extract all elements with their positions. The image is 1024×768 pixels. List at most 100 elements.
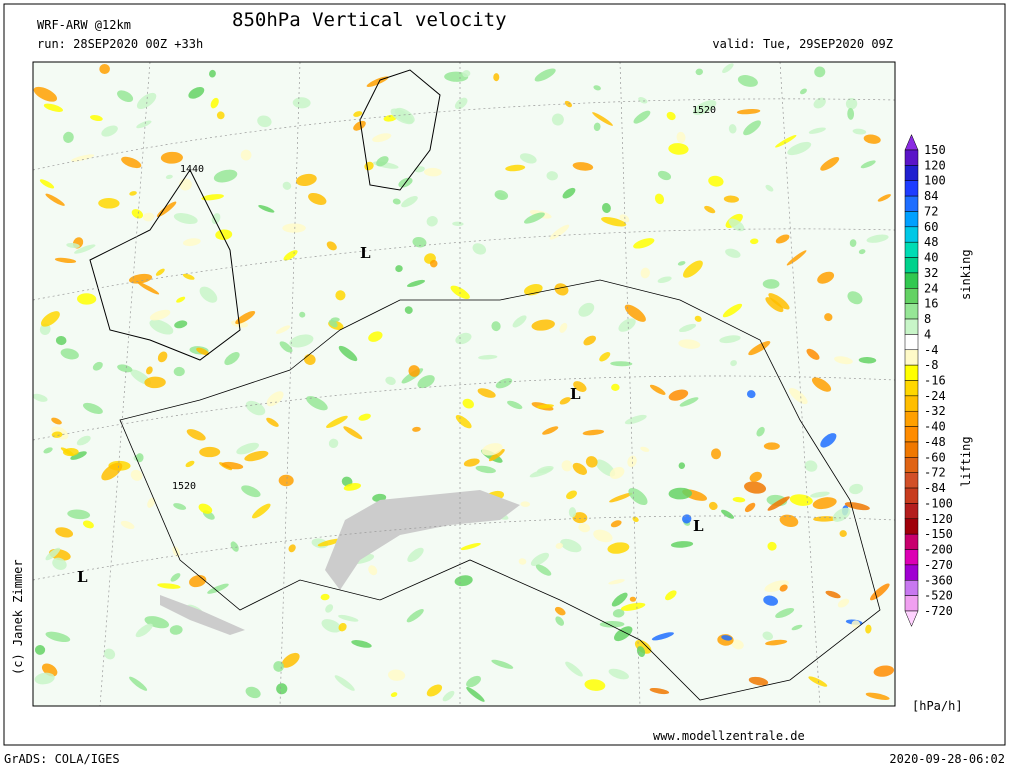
field-cell xyxy=(592,112,613,126)
field-cell xyxy=(806,348,820,360)
field-cell xyxy=(767,541,777,551)
field-cell xyxy=(157,351,168,363)
field-cell xyxy=(618,318,636,332)
legend-swatch xyxy=(904,334,919,351)
field-cell xyxy=(351,640,372,648)
field-cell xyxy=(765,184,774,192)
legend-label: -520 xyxy=(924,589,953,603)
field-cell xyxy=(62,448,79,457)
legend-label: 16 xyxy=(924,297,938,311)
field-cell xyxy=(873,665,895,677)
legend-swatch xyxy=(904,303,919,320)
field-cell xyxy=(257,115,272,128)
field-cell xyxy=(426,684,443,697)
low-label: L xyxy=(693,517,704,535)
field-cell xyxy=(804,460,818,472)
legend: 150120100847260484032241684-4-8-16-24-32… xyxy=(904,133,953,628)
field-cell xyxy=(196,347,210,356)
field-cell xyxy=(607,542,630,554)
field-cell xyxy=(493,73,500,82)
legend-label: -16 xyxy=(924,374,946,388)
field-cell xyxy=(292,97,311,109)
field-cell xyxy=(562,187,576,199)
field-cell xyxy=(423,167,442,177)
field-cell xyxy=(585,456,598,468)
field-cell xyxy=(275,325,291,334)
field-cell xyxy=(764,580,789,592)
field-cell xyxy=(117,364,133,373)
legend-swatch xyxy=(904,503,919,520)
legend-label: -40 xyxy=(924,420,946,434)
field-cell xyxy=(612,609,625,618)
legend-label: 100 xyxy=(924,174,946,188)
field-cell xyxy=(529,467,553,478)
field-cell xyxy=(523,212,545,224)
field-cell xyxy=(173,503,187,510)
field-cell xyxy=(640,446,650,452)
field-cell xyxy=(358,413,371,421)
field-cell xyxy=(810,491,830,498)
field-cell xyxy=(779,514,799,528)
field-cell xyxy=(633,238,655,249)
field-cell xyxy=(638,97,648,104)
field-cell xyxy=(670,541,694,548)
field-cell xyxy=(66,242,80,249)
field-cell xyxy=(55,527,74,538)
credit: (c) Janek Zimmer xyxy=(11,559,25,675)
field-cell xyxy=(417,375,435,389)
field-cell xyxy=(839,530,847,538)
field-cell xyxy=(665,590,677,601)
low-label: L xyxy=(570,385,581,403)
field-cell xyxy=(682,260,703,278)
field-cell xyxy=(640,267,650,279)
legend-label: 120 xyxy=(924,158,946,172)
field-cell xyxy=(554,606,566,616)
field-cell xyxy=(462,398,475,409)
field-cell xyxy=(43,103,63,112)
field-cell xyxy=(211,213,221,224)
legend-label: 72 xyxy=(924,204,938,218)
sinking-label: sinking xyxy=(959,249,973,300)
legend-label: -24 xyxy=(924,389,946,403)
field-cell xyxy=(241,485,261,498)
legend-label: -72 xyxy=(924,466,946,480)
timestamp: 2020-09-28-06:02 xyxy=(889,752,1005,766)
field-cell xyxy=(129,676,148,691)
field-cell xyxy=(762,279,780,289)
legend-swatch xyxy=(904,226,919,243)
field-cell xyxy=(609,466,625,479)
field-cell xyxy=(173,213,198,225)
field-cell xyxy=(611,592,628,607)
field-cell xyxy=(750,238,759,245)
field-cell xyxy=(732,497,746,503)
field-cell xyxy=(601,216,627,227)
field-cell xyxy=(74,244,96,254)
field-cell xyxy=(494,190,509,201)
field-cell xyxy=(54,257,77,264)
field-cell xyxy=(90,115,103,122)
field-cell xyxy=(744,481,767,494)
field-cell xyxy=(142,212,155,222)
field-cell xyxy=(353,120,366,131)
field-cell xyxy=(593,529,613,543)
field-cell xyxy=(392,198,401,205)
field-cell xyxy=(390,108,414,125)
field-cell xyxy=(408,365,420,377)
field-cell xyxy=(182,238,201,247)
legend-label: 32 xyxy=(924,266,938,280)
field-cell xyxy=(601,202,611,213)
field-cell xyxy=(866,234,889,243)
field-cell xyxy=(160,151,183,164)
field-cell xyxy=(157,583,181,589)
field-cell xyxy=(765,297,784,313)
lifting-label: lifting xyxy=(959,436,973,487)
field-cell xyxy=(728,124,737,134)
field-cell xyxy=(865,692,890,700)
field-cell xyxy=(407,547,424,563)
legend-label: -60 xyxy=(924,450,946,464)
field-cell xyxy=(338,622,347,632)
legend-swatch xyxy=(904,472,919,489)
field-cell xyxy=(651,632,674,641)
field-cell xyxy=(395,265,403,273)
field-cell xyxy=(756,426,765,437)
